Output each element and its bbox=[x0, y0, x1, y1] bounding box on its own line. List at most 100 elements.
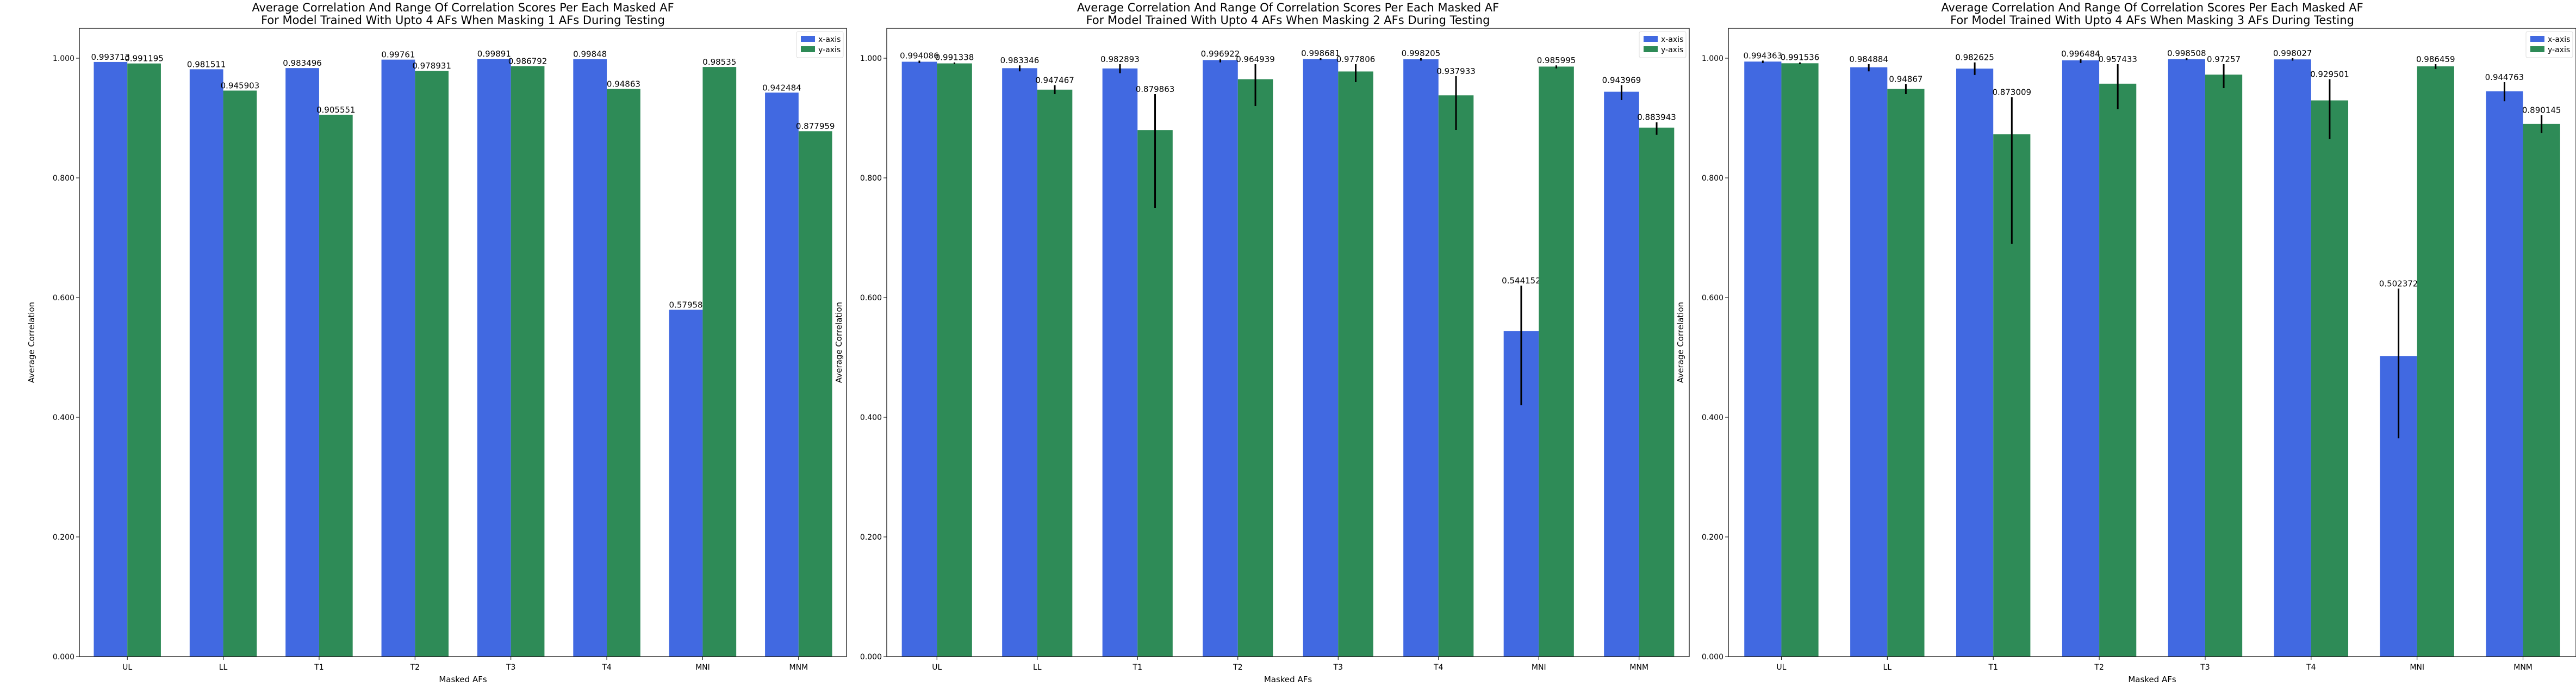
bar-y-axis-ul bbox=[937, 63, 972, 657]
bar-y-axis-t3 bbox=[2205, 75, 2243, 657]
data-label: 0.99891 bbox=[477, 49, 511, 59]
legend-swatch-y-axis bbox=[1644, 46, 1658, 52]
data-label: 0.94867 bbox=[1889, 74, 1922, 84]
y-tick-label: 0.800 bbox=[1702, 174, 1723, 183]
bar-x-axis-ul bbox=[94, 61, 128, 657]
x-axis-label: Masked AFs bbox=[1264, 675, 1312, 684]
data-label: 0.986792 bbox=[508, 57, 547, 66]
data-label: 0.944763 bbox=[2485, 72, 2524, 82]
y-axis-label: Average Correlation bbox=[1676, 302, 1685, 383]
x-tick-label: LL bbox=[1033, 663, 1042, 672]
bar-y-axis-ul bbox=[1781, 63, 1819, 657]
chart-subtitle: For Model Trained With Upto 4 AFs When M… bbox=[1086, 14, 1490, 27]
chart-title: Average Correlation And Range Of Correla… bbox=[252, 1, 674, 14]
legend: x-axis y-axis bbox=[1639, 31, 1687, 58]
x-tick-label: MNI bbox=[2410, 663, 2424, 672]
data-label: 0.957433 bbox=[2098, 54, 2137, 64]
data-label: 0.978931 bbox=[412, 61, 451, 71]
bar-y-axis-ll bbox=[223, 90, 257, 657]
data-label: 0.98535 bbox=[702, 57, 736, 67]
bar-y-axis-t2 bbox=[415, 71, 449, 657]
bar-x-axis-t4 bbox=[2274, 59, 2311, 657]
x-tick-label: T4 bbox=[2306, 663, 2316, 672]
x-tick-label: T3 bbox=[2200, 663, 2210, 672]
y-tick-label: 0.000 bbox=[860, 653, 882, 662]
y-tick-label: 0.800 bbox=[53, 174, 74, 183]
chart-panel-1: Average Correlation And Range Of Correla… bbox=[27, 1, 847, 684]
chart-subtitle: For Model Trained With Upto 4 AFs When M… bbox=[1950, 14, 2354, 27]
legend-label: x-axis bbox=[818, 35, 841, 44]
data-label: 0.996922 bbox=[1201, 49, 1240, 59]
x-tick-label: T4 bbox=[601, 663, 612, 672]
data-label: 0.905551 bbox=[316, 105, 356, 115]
y-tick-label: 0.000 bbox=[1702, 653, 1723, 662]
data-label: 0.883943 bbox=[1637, 113, 1676, 122]
legend-swatch-y-axis bbox=[801, 46, 815, 52]
y-tick-label: 0.600 bbox=[1702, 294, 1723, 302]
data-label: 0.877959 bbox=[796, 121, 835, 131]
y-tick-label: 0.400 bbox=[860, 413, 882, 422]
data-label: 0.984884 bbox=[1849, 54, 1888, 64]
data-label: 0.998027 bbox=[2273, 48, 2312, 58]
bar-y-axis-t3 bbox=[511, 66, 545, 657]
bar-y-axis-t4 bbox=[1438, 95, 1474, 657]
data-label: 0.890145 bbox=[2522, 106, 2561, 115]
bar-x-axis-ul bbox=[1744, 61, 1782, 657]
data-label: 0.873009 bbox=[1993, 88, 2032, 97]
legend: x-axis y-axis bbox=[796, 31, 844, 58]
legend-label: x-axis bbox=[2548, 35, 2570, 44]
data-label: 0.994086 bbox=[900, 51, 939, 60]
plot-frame bbox=[1728, 28, 2576, 657]
bar-x-axis-ll bbox=[1850, 67, 1888, 657]
x-tick-label: T1 bbox=[314, 663, 323, 672]
data-label: 0.94863 bbox=[607, 79, 640, 89]
x-tick-label: MNI bbox=[695, 663, 710, 672]
data-label: 0.998508 bbox=[2167, 48, 2206, 58]
y-tick-label: 0.200 bbox=[860, 533, 882, 542]
data-label: 0.544152 bbox=[1502, 276, 1541, 286]
bar-x-axis-ll bbox=[189, 69, 223, 657]
data-label: 0.964939 bbox=[1236, 54, 1275, 64]
x-tick-label: LL bbox=[219, 663, 228, 672]
x-tick-label: MNI bbox=[1532, 663, 1546, 672]
bar-x-axis-t2 bbox=[2062, 60, 2100, 657]
bar-y-axis-t1 bbox=[319, 114, 353, 657]
x-tick-label: T2 bbox=[410, 663, 420, 672]
data-label: 0.983346 bbox=[1000, 55, 1040, 65]
bar-x-axis-mni bbox=[669, 310, 703, 657]
x-tick-label: T2 bbox=[2094, 663, 2104, 672]
legend-label: y-axis bbox=[2548, 46, 2570, 54]
legend-swatch-x-axis bbox=[801, 36, 815, 42]
y-tick-label: 1.000 bbox=[860, 54, 882, 63]
data-label: 0.983496 bbox=[283, 58, 322, 68]
y-tick-label: 0.000 bbox=[53, 653, 74, 662]
bar-x-axis-mnm bbox=[2486, 91, 2523, 657]
bar-y-axis-mnm bbox=[1639, 127, 1675, 657]
bar-x-axis-t2 bbox=[1203, 60, 1238, 657]
chart-title: Average Correlation And Range Of Correla… bbox=[1077, 1, 1499, 14]
data-label: 0.57958 bbox=[669, 300, 703, 310]
x-tick-label: T1 bbox=[1988, 663, 1998, 672]
bar-x-axis-ul bbox=[901, 61, 937, 657]
y-tick-label: 0.200 bbox=[1702, 533, 1723, 542]
bar-x-axis-t3 bbox=[477, 59, 511, 657]
legend-swatch-x-axis bbox=[1644, 36, 1658, 42]
data-label: 0.97257 bbox=[2207, 54, 2241, 64]
y-tick-label: 0.600 bbox=[860, 294, 882, 302]
x-tick-label: T2 bbox=[1233, 663, 1242, 672]
data-label: 0.977806 bbox=[1336, 54, 1376, 64]
y-tick-label: 0.600 bbox=[53, 294, 74, 302]
x-tick-label: LL bbox=[1883, 663, 1892, 672]
data-label: 0.947467 bbox=[1035, 76, 1074, 85]
bar-x-axis-t1 bbox=[285, 68, 319, 657]
data-label: 0.991195 bbox=[125, 54, 164, 64]
bar-x-axis-t3 bbox=[2168, 59, 2205, 657]
data-label: 0.994363 bbox=[1744, 51, 1783, 60]
y-tick-label: 0.800 bbox=[860, 174, 882, 183]
data-label: 0.929501 bbox=[2310, 70, 2349, 79]
chart-panel-3: Average Correlation And Range Of Correla… bbox=[1676, 1, 2576, 684]
x-tick-label: MNM bbox=[789, 663, 808, 672]
data-label: 0.982625 bbox=[1955, 53, 1994, 63]
bar-y-axis-mni bbox=[702, 67, 737, 657]
bar-y-axis-t1 bbox=[1137, 130, 1173, 657]
